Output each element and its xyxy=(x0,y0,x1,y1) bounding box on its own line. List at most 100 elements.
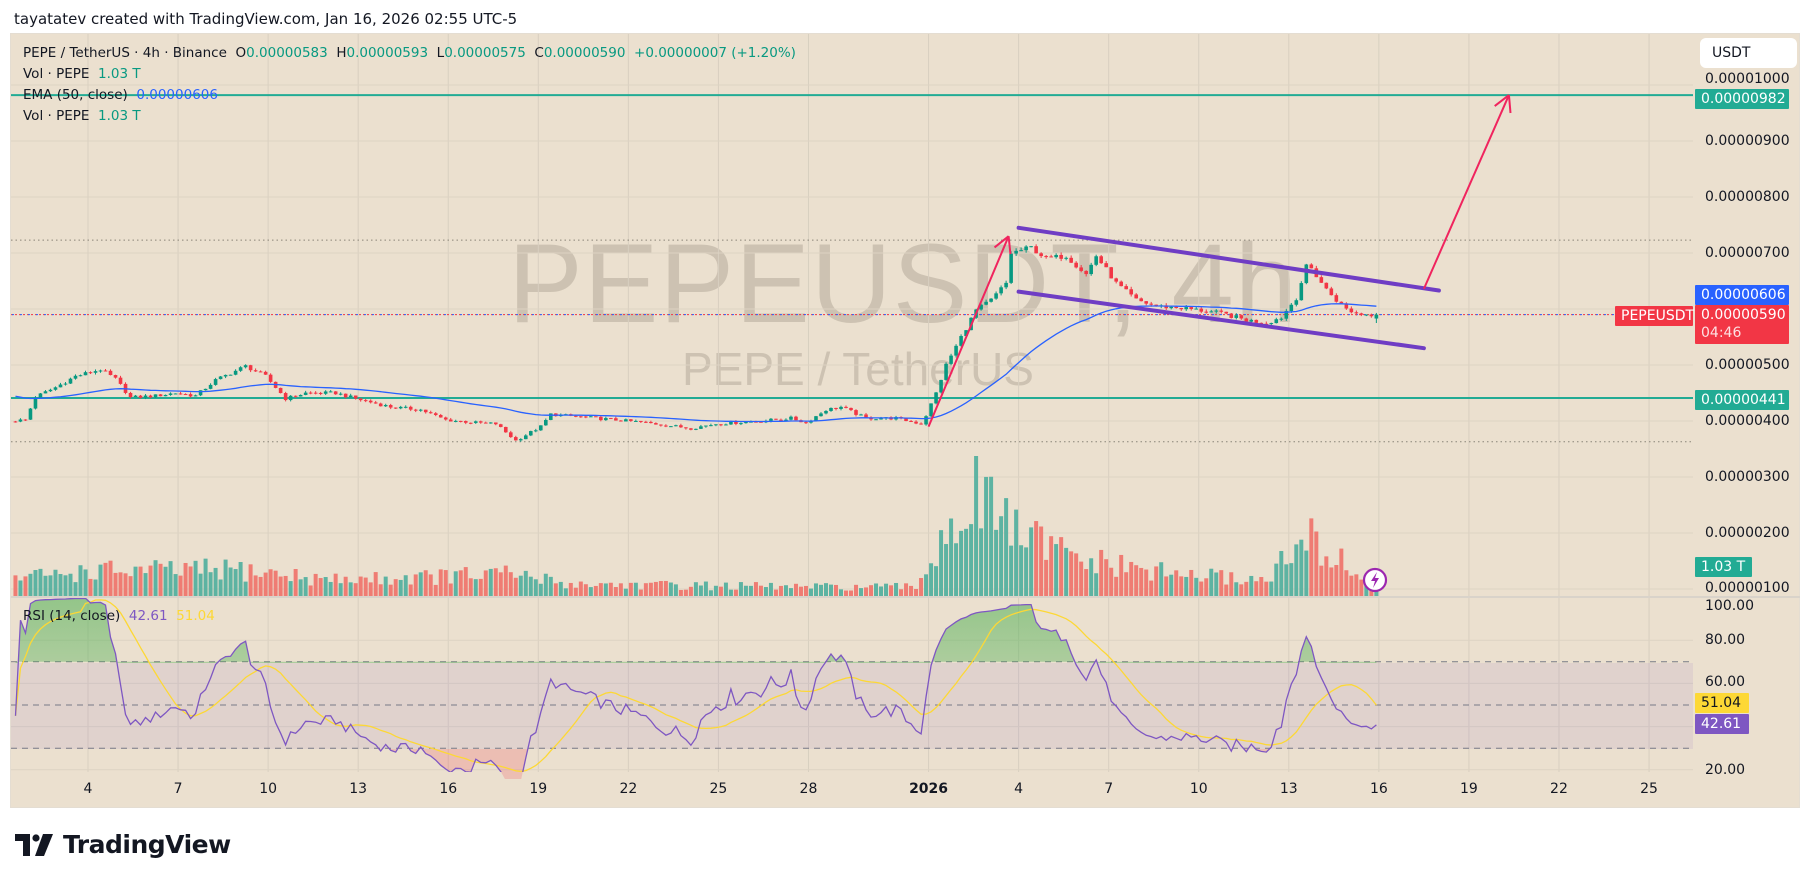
candle xyxy=(1349,306,1354,314)
candle xyxy=(363,399,368,403)
candle xyxy=(844,405,848,409)
volume-tag: 1.03 T xyxy=(1695,557,1752,577)
volume-bar xyxy=(733,589,738,596)
rsi-ma-line xyxy=(14,599,1377,772)
volume-bar xyxy=(818,584,823,596)
candle xyxy=(483,421,488,424)
volume-bar xyxy=(1249,575,1254,596)
candle xyxy=(619,420,623,422)
candle xyxy=(1224,311,1229,315)
candle xyxy=(1199,307,1204,314)
candle xyxy=(579,415,583,418)
volume-bar xyxy=(178,575,183,596)
ema-line xyxy=(15,303,1377,423)
candle-body xyxy=(428,412,433,414)
candle-body xyxy=(163,394,168,397)
tradingview-logo[interactable]: TradingView xyxy=(15,830,231,860)
volume-bar xyxy=(1294,544,1299,596)
volume-bar xyxy=(368,582,373,596)
volume-bar xyxy=(533,579,538,596)
volume-bar xyxy=(583,584,588,596)
candle xyxy=(143,394,148,400)
candle xyxy=(388,403,393,410)
volume-bar xyxy=(538,583,543,596)
candle xyxy=(934,391,938,405)
candle-body xyxy=(679,425,683,428)
candle xyxy=(313,391,318,395)
candle xyxy=(859,413,863,416)
candle-body xyxy=(453,420,458,422)
candle-body xyxy=(28,408,33,420)
candle xyxy=(453,419,458,423)
legend-ema[interactable]: EMA (50, close) 0.00000606 xyxy=(23,87,218,104)
volume-bar xyxy=(443,570,448,596)
arrow-head xyxy=(993,235,1010,249)
volume-bar xyxy=(263,572,268,596)
candle-body xyxy=(754,421,758,423)
legend-high-label: H xyxy=(336,45,347,61)
candle-body xyxy=(1354,312,1359,314)
candle xyxy=(1304,263,1309,285)
candle xyxy=(1234,313,1239,320)
candle xyxy=(1369,313,1374,318)
volume-bar xyxy=(398,579,403,596)
candle xyxy=(669,426,673,428)
volume-bar xyxy=(703,581,708,596)
price-axis-label: 0.00000100 xyxy=(1705,580,1790,596)
volume-bar xyxy=(1139,567,1144,596)
time-axis-label: 4 xyxy=(1014,781,1024,797)
candle-body xyxy=(644,421,648,423)
candle-body xyxy=(804,422,808,424)
volume-bar xyxy=(723,582,728,596)
volume-bar xyxy=(43,575,48,596)
volume-bar xyxy=(788,588,793,596)
arrow-head xyxy=(1494,94,1510,107)
legend-volume[interactable]: Vol · PEPE 1.03 T xyxy=(23,66,141,83)
candle xyxy=(959,334,963,347)
candle xyxy=(488,422,493,424)
candle xyxy=(158,394,163,397)
candle-body xyxy=(138,395,143,398)
candle-body xyxy=(373,402,378,404)
candle-body xyxy=(78,375,83,377)
volume-bar xyxy=(58,574,63,596)
candle xyxy=(659,424,663,427)
legend-rsi[interactable]: RSI (14, close) 42.61 51.04 xyxy=(23,608,215,625)
volume-bar xyxy=(13,575,18,596)
candle-body xyxy=(579,416,583,418)
lightning-icon[interactable] xyxy=(1362,567,1388,593)
volume-bar xyxy=(989,476,994,596)
candle-body xyxy=(779,419,783,421)
volume-bar xyxy=(934,566,939,596)
candle xyxy=(263,370,268,375)
legend-symbol[interactable]: PEPE / TetherUS · 4h · Binance xyxy=(23,45,227,61)
volume-bar xyxy=(158,563,163,596)
volume-bar xyxy=(383,576,388,596)
candle-body xyxy=(1064,257,1068,259)
candle xyxy=(1114,277,1118,284)
candle-body xyxy=(929,403,933,417)
candle-body xyxy=(408,406,413,410)
candle xyxy=(724,423,728,426)
time-axis-label: 7 xyxy=(173,781,183,797)
candle xyxy=(278,387,283,394)
volume-bar xyxy=(93,579,98,596)
volume-bar xyxy=(313,573,318,596)
volume-bar xyxy=(408,584,413,596)
candle xyxy=(714,424,718,427)
candle xyxy=(238,366,243,372)
currency-button[interactable]: USDT xyxy=(1700,38,1797,68)
legend-volume-value: 1.03 T xyxy=(98,66,141,82)
candle-body xyxy=(589,416,593,418)
drawings[interactable] xyxy=(927,94,1512,427)
volume-bar xyxy=(1054,544,1059,596)
volume-bar xyxy=(103,562,108,596)
candle-body xyxy=(1169,306,1174,309)
legend-volume-2[interactable]: Vol · PEPE 1.03 T xyxy=(23,108,141,125)
volume-bar xyxy=(638,589,643,596)
candle-body xyxy=(1049,256,1053,258)
candle-body xyxy=(23,419,28,421)
candle-body xyxy=(223,374,228,377)
volume-bar xyxy=(1244,581,1249,596)
